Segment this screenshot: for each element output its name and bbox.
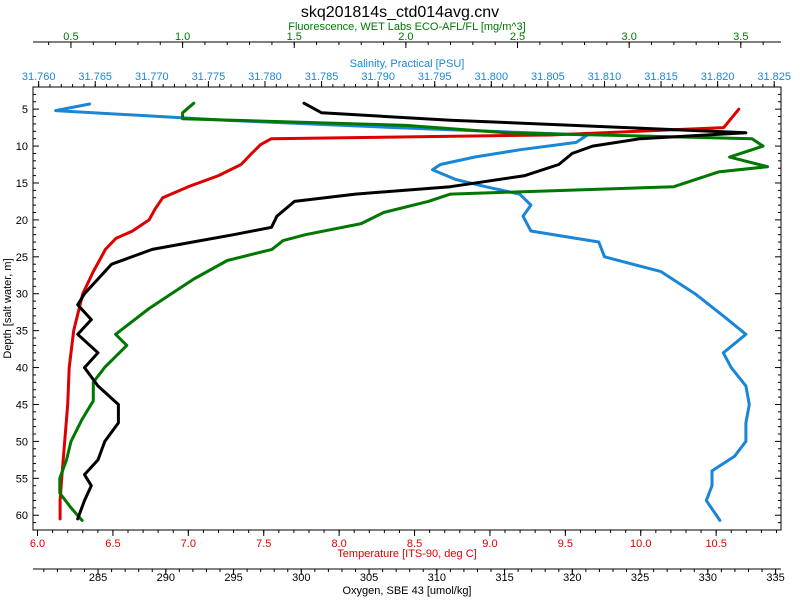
temperature-tick-label: 8.0: [331, 538, 346, 550]
temperature-tick-label: 7.0: [181, 538, 196, 550]
salinity-tick-label: 31.800: [474, 71, 508, 83]
salinity-tick-label: 31.770: [135, 71, 169, 83]
temperature-axis-label: Temperature [ITS-90, deg C]: [337, 548, 476, 560]
depth-axis-label: Depth [salt water, m]: [2, 258, 14, 358]
depth-tick-label: 25: [16, 252, 28, 264]
oxygen-tick-label: 305: [360, 572, 378, 584]
oxygen-profile-line: [76, 101, 748, 521]
oxygen-tick-label: 330: [699, 572, 717, 584]
fluorescence-tick-label: 2.0: [398, 31, 413, 43]
temperature-tick-label: 8.5: [407, 538, 422, 550]
plot-frame: [32, 86, 782, 531]
salinity-tick-label: 31.775: [192, 71, 226, 83]
temperature-tick-label: 10.0: [630, 538, 651, 550]
oxygen-tick-label: 335: [766, 572, 784, 584]
oxygen-tick-label: 295: [224, 572, 242, 584]
temperature-tick-label: 9.5: [558, 538, 573, 550]
fluorescence-axis-label: Fluorescence, WET Labs ECO-AFL/FL [mg/m^…: [288, 21, 525, 33]
oxygen-tick-label: 325: [631, 572, 649, 584]
depth-tick-label: 10: [16, 141, 28, 153]
oxygen-tick-label: 285: [89, 572, 107, 584]
salinity-tick-label: 31.765: [78, 71, 112, 83]
fluorescence-tick-label: 1.0: [175, 31, 190, 43]
salinity-tick-label: 31.790: [361, 71, 395, 83]
salinity-tick-label: 31.825: [757, 71, 791, 83]
salinity-profile-line: [54, 102, 751, 522]
fluorescence-tick-label: 2.5: [510, 31, 525, 43]
axes-layer: 0.5 1.0 1.5 2.0 2.5 3.0 3.5 Fluorescence, WET L…: [2, 21, 791, 597]
depth-tick-label: 50: [16, 436, 28, 448]
temperature-tick-label: 7.5: [256, 538, 271, 550]
oxygen-tick-label: 300: [292, 572, 310, 584]
salinity-axis: 31.760 31.765 31.770 31.775 31.780 31.785 31.7…: [22, 58, 791, 88]
temperature-profile-line: [58, 107, 741, 521]
temperature-tick-label: 9.0: [482, 538, 497, 550]
depth-tick-label: 60: [16, 510, 28, 522]
salinity-tick-label: 31.805: [531, 71, 565, 83]
salinity-tick-label: 31.795: [418, 71, 452, 83]
depth-tick-label: 55: [16, 473, 28, 485]
depth-tick-label: 20: [16, 215, 28, 227]
salinity-tick-label: 31.760: [22, 71, 56, 83]
depth-tick-label: 15: [16, 178, 28, 190]
depth-tick-label: 30: [16, 289, 28, 301]
oxygen-tick-label: 290: [157, 572, 175, 584]
salinity-tick-label: 31.810: [588, 71, 622, 83]
temperature-tick-label: 6.0: [30, 538, 45, 550]
fluorescence-tick-label: 1.5: [287, 31, 302, 43]
depth-tick-label: 5: [22, 104, 28, 116]
fluorescence-profile-line: [58, 101, 770, 522]
salinity-tick-label: 31.785: [305, 71, 339, 83]
salinity-tick-label: 31.815: [644, 71, 678, 83]
temperature-axis: 6.0 6.5 7.0 7.5 8.0 8.5 9.0 9.5 10.0 10.5 Temperat…: [30, 529, 781, 560]
oxygen-tick-label: 320: [563, 572, 581, 584]
temperature-tick-label: 10.5: [705, 538, 726, 550]
salinity-axis-label: Salinity, Practical [PSU]: [350, 58, 465, 70]
oxygen-axis: 285 290 295 300 305 310 315 320 325 330 335 Oxygen,…: [33, 568, 785, 597]
depth-tick-label: 35: [16, 326, 28, 338]
temperature-tick-label: 6.5: [105, 538, 120, 550]
depth-tick-label: 45: [16, 399, 28, 411]
oxygen-tick-label: 310: [428, 572, 446, 584]
series-layer: [54, 101, 770, 522]
fluorescence-tick-label: 3.0: [622, 31, 637, 43]
salinity-tick-label: 31.820: [701, 71, 735, 83]
salinity-tick-label: 31.780: [248, 71, 282, 83]
depth-tick-label: 40: [16, 363, 28, 375]
fluorescence-tick-label: 0.5: [63, 31, 78, 43]
chart-title: skq201814s_ctd014avg.cnv: [301, 4, 499, 21]
fluorescence-tick-label: 3.5: [733, 31, 748, 43]
oxygen-tick-label: 315: [495, 572, 513, 584]
oxygen-axis-label: Oxygen, SBE 43 [umol/kg]: [342, 585, 471, 597]
fluorescence-axis: 0.5 1.0 1.5 2.0 2.5 3.0 3.5 Fluorescence, WET L…: [33, 21, 781, 48]
depth-axis: 5 10 15 20 25 30 35 40 45 50 55 60 Depth [salt water…: [2, 86, 781, 531]
